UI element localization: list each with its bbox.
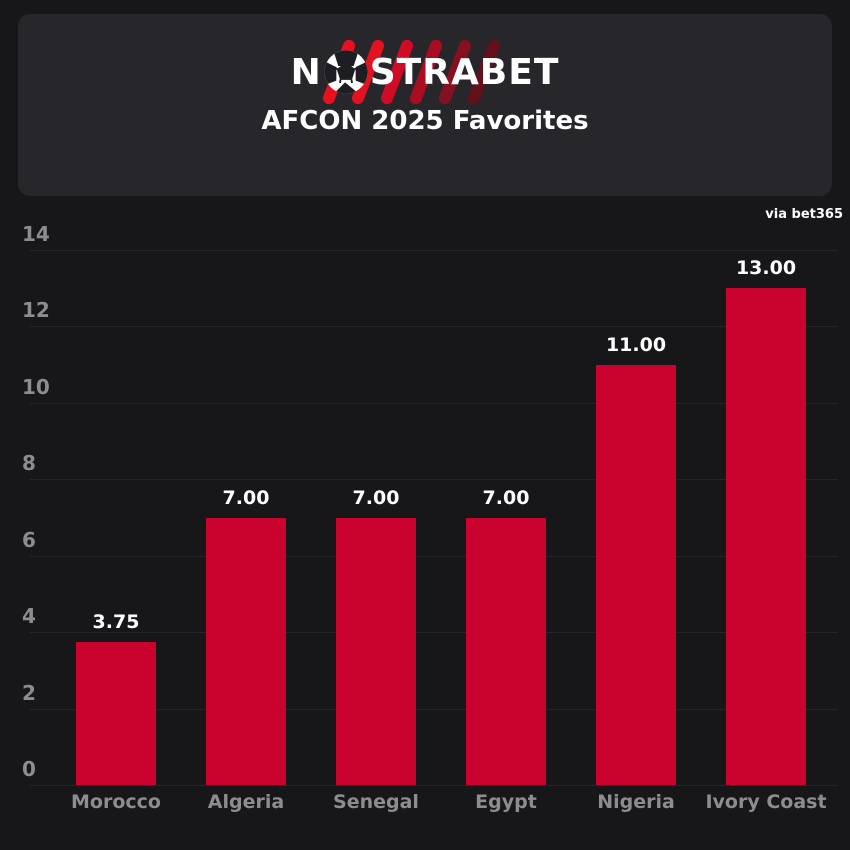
bar-value-label: 11.00 [605,333,667,356]
source-attribution: via bet365 [765,207,843,222]
y-tick-label: 4 [22,604,36,629]
header-panel: N STRABET AFCON 2025 Fav [18,14,832,196]
y-tick-label: 14 [22,222,50,246]
x-tick-label: Nigeria [597,791,675,813]
soccer-ball-icon [324,50,368,94]
brand-name: N STRABET [291,49,560,95]
y-tick-label: 0 [22,757,36,781]
gridline [30,479,838,481]
bar-value-label: 13.00 [735,257,797,280]
bar [466,517,546,785]
bar [206,517,286,785]
y-tick-label: 12 [22,298,50,323]
brand-name-prefix: N [290,51,322,93]
gridline [30,250,838,251]
gridline [30,708,838,710]
gridline [30,402,838,404]
gridline [30,326,838,328]
bar-value-label: 7.00 [222,486,270,509]
x-tick-label: Ivory Coast [705,791,827,813]
y-tick-label: 10 [22,374,50,399]
gridline [30,632,838,634]
bar-value-label: 3.75 [92,610,140,633]
y-tick-label: 6 [22,527,36,552]
page-title: AFCON 2025 Favorites [261,106,589,136]
x-tick-label: Morocco [71,791,161,813]
y-tick-label: 2 [22,680,36,705]
brand-logo: N STRABET [18,38,832,106]
x-tick-label: Egypt [475,791,537,813]
bar [596,364,676,785]
gridline [30,555,838,557]
bar-value-label: 7.00 [482,486,530,509]
bar [76,641,156,785]
x-tick-label: Senegal [333,791,419,813]
bar [336,517,416,785]
bar-value-label: 7.00 [352,486,400,509]
bar [726,288,806,785]
y-tick-label: 8 [22,451,36,476]
gridline [30,785,838,786]
x-tick-label: Algeria [207,791,285,813]
brand-name-suffix: STRABET [369,51,560,93]
